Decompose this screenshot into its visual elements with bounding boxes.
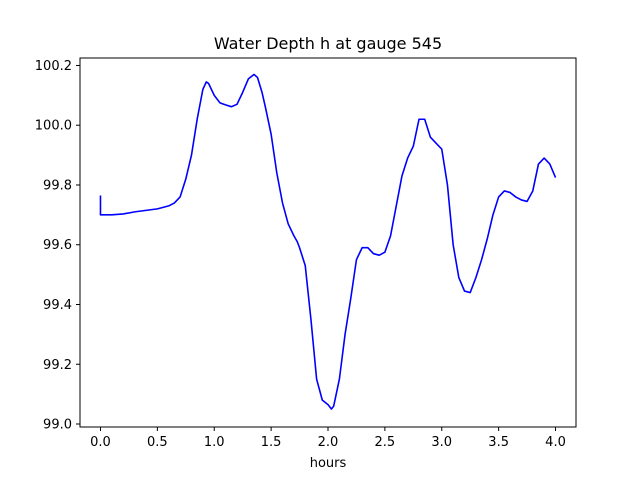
x-tick-label: 0.5 — [147, 435, 168, 450]
x-tick-label: 1.0 — [204, 435, 225, 450]
y-tick-label: 99.0 — [43, 418, 72, 433]
x-tick-label: 2.0 — [318, 435, 339, 450]
x-tick-label: 3.0 — [431, 435, 452, 450]
plot-frame — [79, 57, 577, 428]
chart-title: Water Depth h at gauge 545 — [214, 34, 442, 53]
y-tick-label: 99.6 — [43, 238, 72, 253]
y-tick-label: 99.2 — [43, 358, 72, 373]
x-tick-label: 0.0 — [90, 435, 111, 450]
x-tick-label: 1.5 — [261, 435, 282, 450]
x-tick-label: 3.5 — [488, 435, 509, 450]
plot-area — [99, 73, 557, 410]
x-axis-label: hours — [310, 456, 347, 471]
axis-ticks: 0.0 0.5 1.0 1.5 2.0 2.5 3.0 3.5 4.0 99.0 99.2 99.4 9… — [35, 59, 566, 450]
y-tick-label: 99.4 — [43, 298, 72, 313]
y-tick-label: 100.0 — [35, 119, 72, 134]
x-tick-label: 2.5 — [375, 435, 396, 450]
y-tick-label: 100.2 — [35, 59, 72, 74]
series-line-0 — [99, 73, 557, 410]
y-tick-label: 99.8 — [43, 178, 72, 193]
x-tick-label: 4.0 — [545, 435, 566, 450]
